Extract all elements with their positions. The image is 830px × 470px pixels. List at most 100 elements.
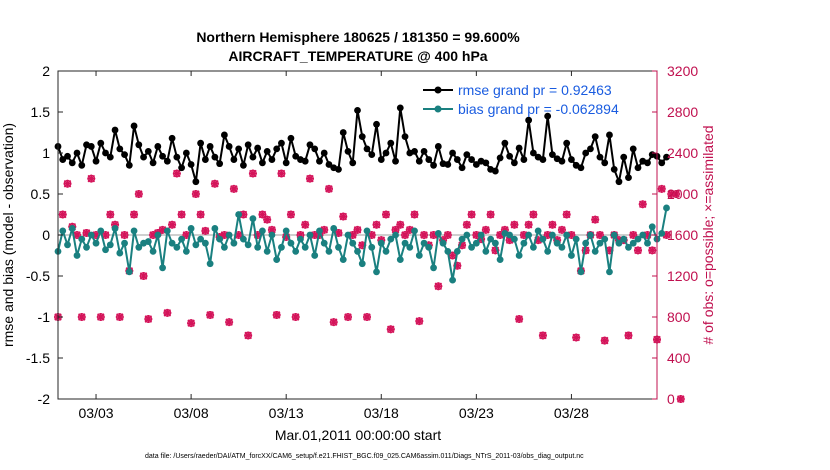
legend-label: bias grand pr = -0.062894: [458, 101, 619, 117]
obs-assimilated-marker: [310, 231, 319, 239]
obs-assimilated-marker: [272, 310, 281, 319]
obs-assimilated-marker: [115, 313, 124, 321]
obs-assimilated-marker: [405, 225, 414, 234]
bias-point: [358, 260, 366, 268]
bias-point: [330, 225, 338, 232]
bias-point: [106, 241, 114, 249]
bias-point: [73, 252, 81, 259]
bias-point: [529, 243, 537, 251]
bias-point: [173, 243, 181, 251]
rmse-point: [415, 157, 423, 165]
rmse-point: [582, 149, 590, 157]
obs-assimilated-marker: [567, 231, 576, 239]
rmse-point: [496, 154, 504, 162]
obs-assimilated-marker: [534, 236, 543, 245]
rmse-point: [373, 120, 380, 128]
bias-point: [525, 231, 533, 239]
bias-point: [639, 231, 647, 239]
bias-point: [225, 231, 233, 239]
obs-assimilated-marker: [515, 315, 524, 324]
bias-point: [187, 225, 195, 232]
rmse-point: [130, 122, 138, 130]
bias-point: [444, 248, 452, 255]
rmse-point: [316, 157, 323, 165]
bias-point: [83, 243, 90, 251]
obs-assimilated-marker: [605, 246, 614, 255]
obs-assimilated-marker: [667, 190, 676, 198]
obs-assimilated-marker: [158, 225, 167, 234]
rmse-point: [220, 131, 228, 139]
bias-point: [544, 248, 552, 255]
bias-point: [254, 243, 262, 251]
obs-assimilated-marker: [348, 231, 357, 239]
obs-assimilated-marker: [562, 210, 571, 219]
rmse-point: [368, 151, 376, 159]
x-axis-label: Mar.01,2011 00:00:00 start: [275, 427, 441, 443]
bias-point: [125, 268, 133, 276]
rmse-point: [463, 151, 471, 159]
bias-point: [539, 235, 547, 243]
obs-assimilated-marker: [58, 210, 67, 219]
bias-point: [534, 227, 542, 235]
right-axis: 3200 2800 2400 2000 1600 1200 800 400 0: [652, 63, 698, 407]
obs-assimilated-marker: [144, 315, 153, 324]
obs-assimilated-marker: [301, 220, 310, 229]
bias-series: [54, 204, 670, 284]
bias-point: [472, 239, 480, 247]
bias-point: [406, 243, 414, 251]
obs-assimilated-marker: [662, 231, 671, 239]
y-tick-label-right: 1200: [667, 268, 698, 284]
obs-assimilated-marker: [263, 215, 272, 224]
bias-point: [658, 229, 666, 237]
obs-assimilated-marker: [229, 184, 238, 193]
obs-assimilated-marker: [353, 225, 362, 234]
obs-assimilated-marker: [676, 395, 685, 403]
rmse-point: [396, 104, 404, 112]
obs-assimilated-marker: [225, 318, 234, 327]
obs-assimilated-marker: [120, 231, 129, 239]
obs-assimilated-marker: [182, 231, 191, 239]
obs-assimilated-marker: [324, 184, 333, 193]
rmse-point: [354, 106, 361, 114]
bias-point: [606, 268, 613, 276]
bias-point: [615, 239, 623, 247]
obs-assimilated-marker: [624, 331, 633, 340]
obs-assimilated-marker: [481, 225, 490, 234]
obs-assimilated-marker: [282, 233, 291, 242]
rmse-point: [230, 156, 238, 163]
rmse-point: [254, 144, 262, 152]
rmse-point: [349, 159, 357, 167]
rmse-point: [206, 143, 214, 150]
y-tick-label-left: -2: [38, 391, 51, 407]
bias-point: [411, 227, 418, 235]
rmse-point: [491, 167, 499, 175]
bias-point: [259, 227, 266, 235]
rmse-point: [520, 156, 528, 163]
obs-assimilated-marker: [391, 225, 400, 234]
obs-assimilated-marker: [244, 331, 253, 340]
obs-assimilated-marker: [201, 226, 210, 235]
bias-point: [163, 227, 171, 235]
obs-assimilated-marker: [106, 210, 115, 219]
bias-point: [178, 235, 186, 243]
obs-assimilated-marker: [648, 246, 657, 255]
obs-assimilated-marker: [429, 231, 438, 239]
bias-point: [553, 239, 561, 247]
obs-assimilated-marker: [177, 210, 186, 219]
obs-assimilated-marker: [168, 220, 177, 229]
bias-point: [211, 225, 219, 232]
rmse-point: [278, 139, 285, 147]
bias-point: [468, 243, 475, 251]
obs-assimilated-marker: [548, 220, 557, 229]
y-axis-label-right: # of obs: o=possible; ×=assimilated: [700, 125, 716, 344]
bias-point: [463, 231, 471, 239]
bias-point: [78, 235, 86, 243]
left-axis: 2 1.5 1 0.5 0 -0.5 -1 -1.5 -2: [26, 63, 63, 407]
rmse-point: [644, 159, 651, 167]
rmse-point: [249, 153, 257, 161]
bias-point: [249, 215, 257, 223]
obs-assimilated-marker: [187, 319, 196, 328]
rmse-point: [458, 164, 466, 172]
obs-assimilated-marker: [491, 246, 500, 255]
bias-point: [425, 243, 433, 251]
